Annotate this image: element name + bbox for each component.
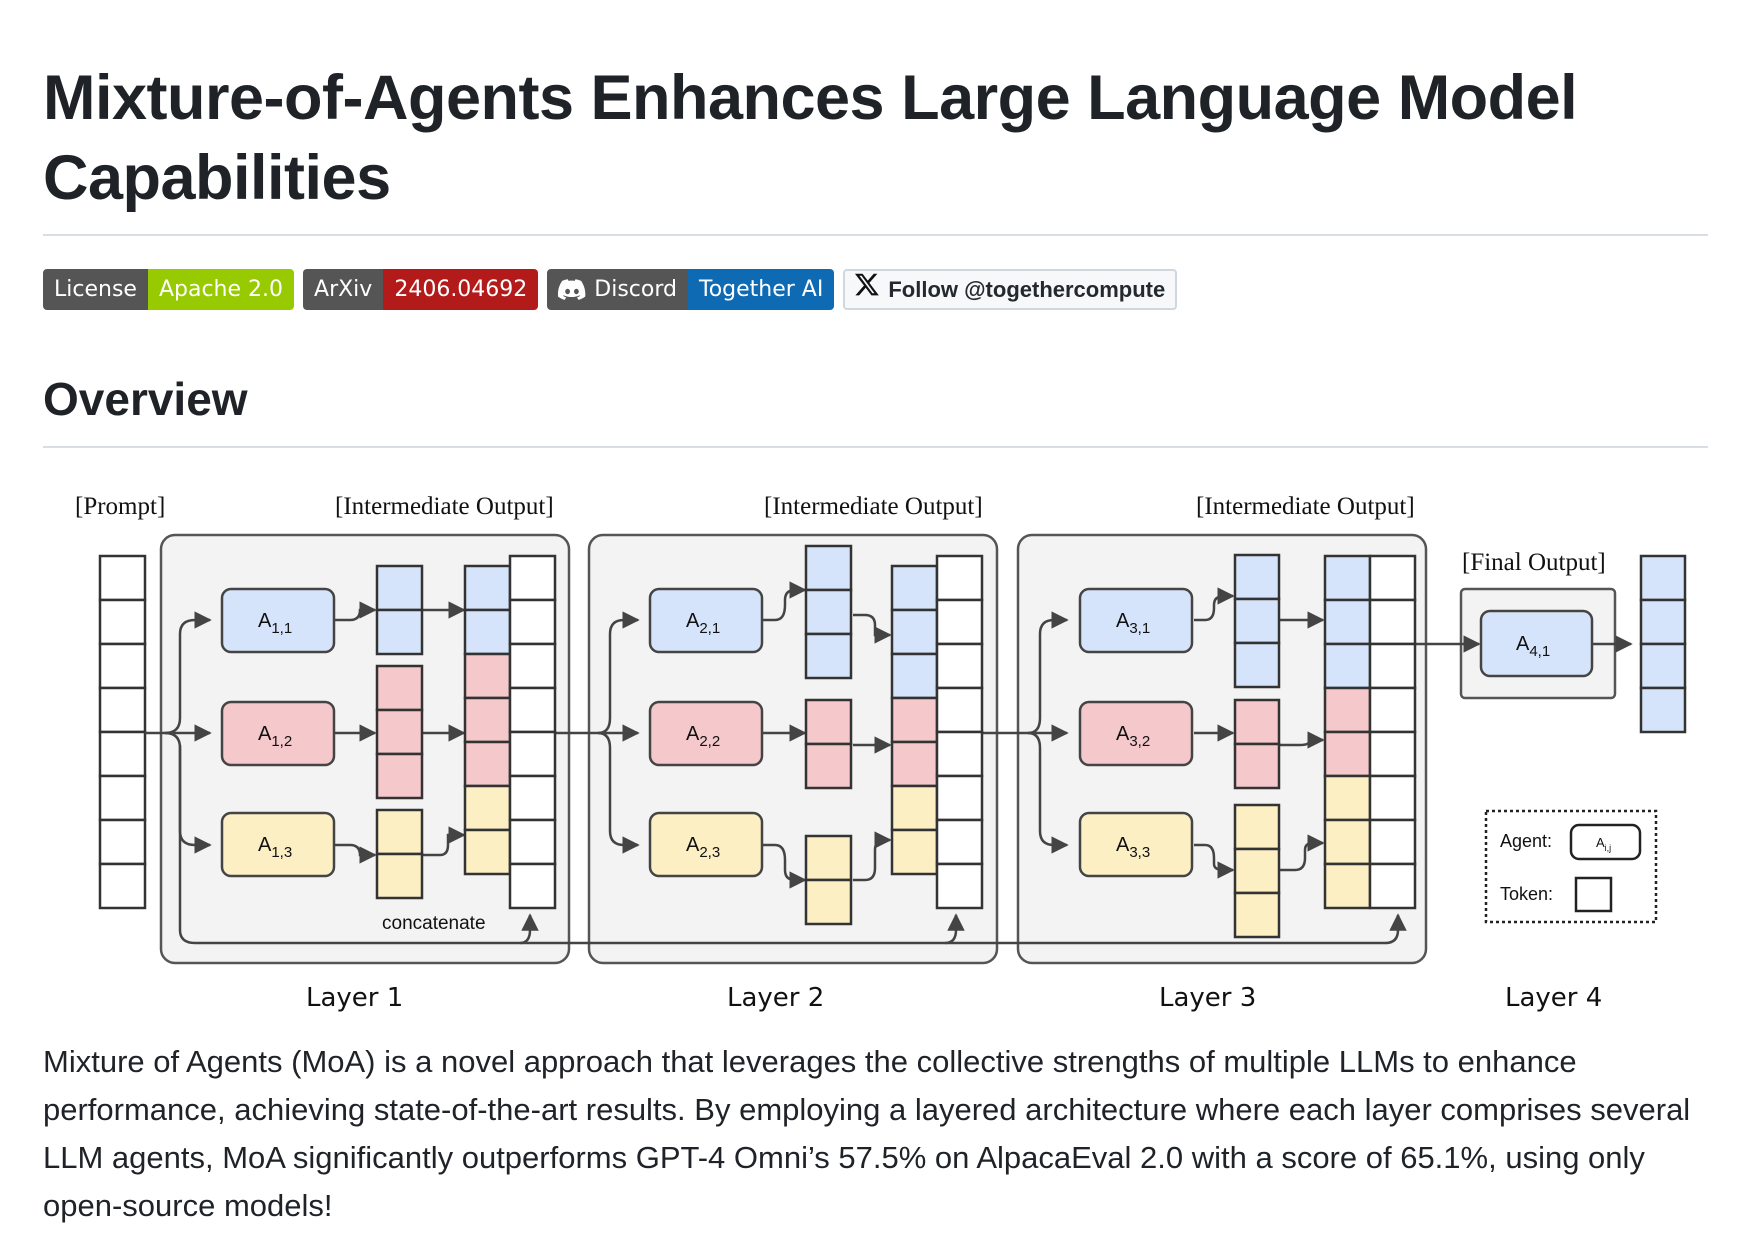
agent-3-3: A3,3	[1078, 811, 1194, 878]
svg-text:Ai,j: Ai,j	[1596, 835, 1611, 853]
description-paragraph: Mixture of Agents (MoA) is a novel appro…	[43, 1044, 1691, 1223]
agent-subscript: 3,1	[1129, 620, 1150, 637]
layer-2-agent-3-output	[804, 834, 853, 926]
flow-lines	[145, 581, 1633, 945]
svg-text:A2,3: A2,3	[686, 834, 720, 861]
layer-2-agent-2-output	[804, 698, 853, 790]
layer-1-prompt-column	[508, 554, 557, 910]
agent-subscript: 2,1	[699, 620, 720, 637]
agent-1-2: A1,2	[220, 700, 336, 767]
title-divider	[43, 234, 1708, 236]
final-output-label: [Final Output]	[1462, 549, 1606, 576]
layer-3-concat-column	[1323, 554, 1372, 910]
agent-subscript: 1,1	[271, 620, 292, 637]
badge-row: License Apache 2.0 ArXiv 2406.04692 Disc…	[43, 269, 1178, 310]
legend-token-sample	[1574, 876, 1613, 913]
prompt-label: [Prompt]	[75, 493, 165, 520]
agent-main-letter: A	[258, 610, 272, 632]
agent-subscript: 1,2	[271, 733, 292, 750]
agent-2-2: A2,2	[648, 700, 764, 767]
overview-heading: Overview	[43, 373, 248, 425]
legend-token-label: Token:	[1500, 884, 1553, 904]
discord-badge-label-wrap: Discord	[547, 269, 688, 310]
layer-3-agent-2-output	[1233, 698, 1281, 790]
agent-2-1: A2,1	[648, 587, 764, 654]
layer-3-label: Layer 3	[1159, 983, 1256, 1013]
svg-text:A1,1: A1,1	[258, 610, 292, 637]
svg-text:A1,2: A1,2	[258, 723, 292, 750]
discord-icon	[558, 278, 586, 300]
twitter-follow-label: Follow @togethercompute	[888, 276, 1166, 302]
page-title: Mixture-of-Agents Enhances Large Languag…	[43, 63, 1578, 213]
discord-badge-value: Together AI	[688, 269, 835, 310]
agent-3-1: A3,1	[1078, 587, 1194, 654]
agent-subscript: 3,2	[1129, 733, 1150, 750]
agent-2-3: A2,3	[648, 811, 764, 878]
svg-text:A3,1: A3,1	[1116, 610, 1150, 637]
agent-main-letter: A	[1116, 723, 1130, 745]
layer-1-agent-3-output	[375, 808, 424, 900]
layer-2-agent-1-output	[804, 544, 853, 680]
layer-3-agent-1-output	[1233, 553, 1281, 689]
agent-subscript: 4,1	[1529, 643, 1550, 660]
license-badge[interactable]: License Apache 2.0	[43, 269, 295, 310]
agent-subscript: 2,2	[699, 733, 720, 750]
layer-1-concat-column	[463, 564, 512, 876]
arxiv-badge[interactable]: ArXiv 2406.04692	[303, 269, 539, 310]
agent-1-1: A1,1	[220, 587, 336, 654]
svg-text:A2,1: A2,1	[686, 610, 720, 637]
agent-3-2: A3,2	[1078, 700, 1194, 767]
agent-main-letter: A	[258, 834, 272, 856]
agent-main-letter: A	[686, 723, 700, 745]
layer-3-intermediate-label: [Intermediate Output]	[1196, 493, 1415, 520]
agents: A1,1 A1,2 A1,3 A2,1 A2,2 A2,3	[220, 587, 1594, 878]
agent-main-letter: A	[1116, 610, 1130, 632]
legend: Agent: Ai,j Token:	[1484, 809, 1658, 924]
svg-text:A3,2: A3,2	[1116, 723, 1150, 750]
layer-2-label: Layer 2	[727, 983, 824, 1013]
twitter-follow-badge[interactable]: Follow @togethercompute	[843, 269, 1178, 310]
agent-main-letter: A	[258, 723, 272, 745]
legend-agent-label: Agent:	[1500, 831, 1552, 851]
agent-subscript: 2,3	[699, 844, 720, 861]
layer-2-prompt-column	[935, 554, 984, 910]
license-badge-value: Apache 2.0	[147, 269, 295, 310]
layer-3-agent-3-output	[1233, 803, 1281, 939]
svg-text:A3,3: A3,3	[1116, 834, 1150, 861]
discord-badge[interactable]: Discord Together AI	[547, 269, 835, 310]
layer-4-label: Layer 4	[1505, 983, 1602, 1013]
svg-text:A1,3: A1,3	[258, 834, 292, 861]
layer-1-intermediate-label: [Intermediate Output]	[335, 493, 554, 520]
layer-3-prompt-column	[1368, 554, 1417, 910]
agent-subscript: 3,3	[1129, 844, 1150, 861]
agent-subscript: 1,3	[271, 844, 292, 861]
layer-2-intermediate-label: [Intermediate Output]	[764, 493, 983, 520]
layer-1-label: Layer 1	[306, 983, 403, 1013]
arxiv-badge-label: ArXiv	[303, 269, 384, 310]
layer-1-agent-1-output	[375, 564, 424, 656]
svg-text:A2,2: A2,2	[686, 723, 720, 750]
arxiv-badge-value: 2406.04692	[383, 269, 539, 310]
x-logo-icon	[855, 273, 880, 296]
svg-text:A4,1: A4,1	[1516, 633, 1550, 660]
agent-main-letter: A	[1116, 834, 1130, 856]
legend-agent-main: A	[1596, 835, 1605, 850]
discord-badge-label: Discord	[594, 277, 677, 302]
agent-main-letter: A	[686, 610, 700, 632]
overview-divider	[43, 446, 1708, 448]
layer-1-agent-2-output	[375, 664, 424, 800]
legend-agent-sub: i,j	[1605, 843, 1612, 853]
agent-4-1: A4,1	[1479, 609, 1594, 678]
agent-1-3: A1,3	[220, 811, 336, 878]
moa-architecture-diagram: [Prompt] [Intermediate Output] [Intermed…	[75, 493, 1687, 1013]
token-columns	[375, 544, 1687, 939]
agent-main-letter: A	[1516, 633, 1530, 655]
legend-agent-sample	[1569, 823, 1642, 861]
concatenate-label: concatenate	[382, 913, 486, 934]
layer-2-concat-column	[890, 564, 939, 876]
final-output-tokens	[1639, 554, 1687, 734]
agent-main-letter: A	[686, 834, 700, 856]
prompt-tokens	[98, 554, 147, 910]
license-badge-label: License	[43, 269, 148, 310]
